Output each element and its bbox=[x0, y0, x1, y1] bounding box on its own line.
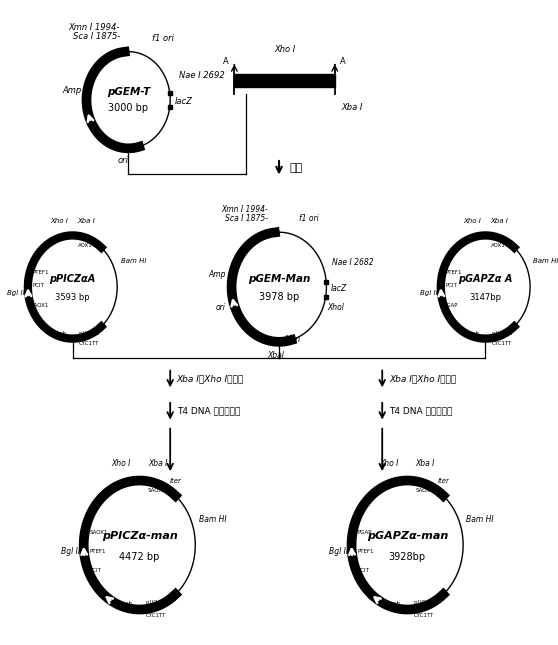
Text: Xho I: Xho I bbox=[112, 459, 131, 468]
Text: Xho I: Xho I bbox=[379, 459, 399, 468]
Text: PGAP: PGAP bbox=[443, 303, 458, 308]
Text: CYC1TT: CYC1TT bbox=[492, 341, 512, 346]
Text: pGAPZα-man: pGAPZα-man bbox=[367, 531, 448, 541]
Text: PTEF1: PTEF1 bbox=[89, 549, 106, 554]
Text: pPICZα-man: pPICZα-man bbox=[102, 531, 177, 541]
Text: Xmn I 1994-: Xmn I 1994- bbox=[69, 23, 120, 32]
Text: Sca I 1875-: Sca I 1875- bbox=[73, 32, 120, 41]
Text: PCIT: PCIT bbox=[445, 283, 457, 288]
Text: iter: iter bbox=[438, 477, 450, 484]
Text: Sca I 1875-: Sca I 1875- bbox=[225, 214, 268, 223]
Text: 3147bp: 3147bp bbox=[469, 293, 502, 302]
Text: Amp: Amp bbox=[63, 86, 82, 95]
Text: Xba I: Xba I bbox=[77, 218, 95, 224]
Text: Bam HI: Bam HI bbox=[199, 515, 227, 524]
Text: 4472 bp: 4472 bp bbox=[119, 551, 160, 562]
Text: SAOX1: SAOX1 bbox=[30, 303, 49, 308]
Text: pUC ori: pUC ori bbox=[492, 331, 512, 336]
Text: 3000 bp: 3000 bp bbox=[108, 103, 148, 114]
Text: SAOX1: SAOX1 bbox=[89, 530, 108, 535]
Text: SAOX1TT: SAOX1TT bbox=[416, 488, 440, 493]
Text: Bgl II: Bgl II bbox=[7, 290, 25, 297]
Text: SAOX1TT: SAOX1TT bbox=[148, 488, 172, 493]
Text: 3593 bp: 3593 bp bbox=[55, 293, 90, 302]
Text: PGAP: PGAP bbox=[357, 530, 372, 535]
Text: pGEM-T: pGEM-T bbox=[107, 86, 150, 97]
Text: iter: iter bbox=[170, 477, 182, 484]
Text: PCIT: PCIT bbox=[32, 283, 44, 288]
Text: Xba I: Xba I bbox=[341, 103, 363, 112]
Text: Zeoch: Zeoch bbox=[384, 600, 401, 606]
Text: Xba I: Xba I bbox=[416, 459, 435, 468]
Text: Man: Man bbox=[285, 335, 301, 344]
Text: Xmn I 1994-: Xmn I 1994- bbox=[221, 205, 268, 214]
Text: Zeoch: Zeoch bbox=[463, 331, 480, 336]
Text: pPICZαA: pPICZαA bbox=[50, 274, 95, 284]
Text: Nae I 2692: Nae I 2692 bbox=[179, 71, 224, 80]
Text: AOX1TT: AOX1TT bbox=[491, 243, 512, 248]
Text: f1 ori: f1 ori bbox=[299, 214, 318, 223]
Text: Bgl II: Bgl II bbox=[329, 547, 348, 556]
Text: Xba I: Xba I bbox=[490, 218, 508, 224]
Text: T4 DNA 连接酶连接: T4 DNA 连接酶连接 bbox=[389, 407, 453, 415]
Text: PCIT: PCIT bbox=[357, 568, 369, 573]
Text: 3978 bp: 3978 bp bbox=[259, 292, 299, 303]
Text: Zeoch: Zeoch bbox=[116, 600, 133, 606]
Text: Xbal: Xbal bbox=[268, 351, 285, 360]
Text: A: A bbox=[340, 57, 346, 66]
Text: Bgl II: Bgl II bbox=[420, 290, 437, 297]
Text: PCIT: PCIT bbox=[89, 568, 101, 573]
Text: Nae I 2682: Nae I 2682 bbox=[332, 258, 374, 267]
Text: AOX1TT: AOX1TT bbox=[78, 243, 99, 248]
Text: Bam HI: Bam HI bbox=[533, 258, 558, 264]
Text: pUC ori: pUC ori bbox=[79, 331, 99, 336]
Text: 连接: 连接 bbox=[289, 163, 302, 173]
Text: pUC ori: pUC ori bbox=[146, 600, 166, 606]
Text: Xhol: Xhol bbox=[328, 303, 344, 312]
Text: lacZ: lacZ bbox=[331, 284, 347, 293]
Text: CYC1TT: CYC1TT bbox=[414, 613, 434, 618]
Text: Xba I、Xho I双酶切: Xba I、Xho I双酶切 bbox=[177, 375, 244, 383]
Text: PTEF1: PTEF1 bbox=[357, 549, 374, 554]
Text: T4 DNA 连接酶连接: T4 DNA 连接酶连接 bbox=[177, 407, 240, 415]
Text: Zeoch: Zeoch bbox=[50, 331, 67, 336]
Text: Bam HI: Bam HI bbox=[466, 515, 494, 524]
Text: Xho I: Xho I bbox=[50, 218, 68, 224]
Text: ori: ori bbox=[216, 303, 226, 312]
Text: Xba I: Xba I bbox=[148, 459, 167, 468]
Text: pGEM-Man: pGEM-Man bbox=[248, 274, 310, 284]
Text: 3928bp: 3928bp bbox=[389, 551, 426, 562]
Text: CYC1TT: CYC1TT bbox=[146, 613, 166, 618]
Text: CYC1TT: CYC1TT bbox=[79, 341, 99, 346]
Text: PTEF1: PTEF1 bbox=[32, 270, 49, 275]
Text: Xba I、Xho I双酶切: Xba I、Xho I双酶切 bbox=[389, 375, 456, 383]
Text: Xho I: Xho I bbox=[274, 45, 295, 54]
Text: pUC ori: pUC ori bbox=[414, 600, 434, 606]
Text: Bam HI: Bam HI bbox=[121, 258, 146, 264]
Text: lacZ: lacZ bbox=[175, 97, 193, 106]
Text: Bgl II: Bgl II bbox=[61, 547, 80, 556]
Text: PTEF1: PTEF1 bbox=[445, 270, 462, 275]
Text: pGAPZα A: pGAPZα A bbox=[458, 274, 513, 284]
Text: A: A bbox=[223, 57, 229, 66]
Text: f1 ori: f1 ori bbox=[152, 34, 174, 43]
Text: Amp: Amp bbox=[209, 270, 226, 279]
Text: ori: ori bbox=[117, 156, 128, 165]
Text: Xho I: Xho I bbox=[463, 218, 481, 224]
